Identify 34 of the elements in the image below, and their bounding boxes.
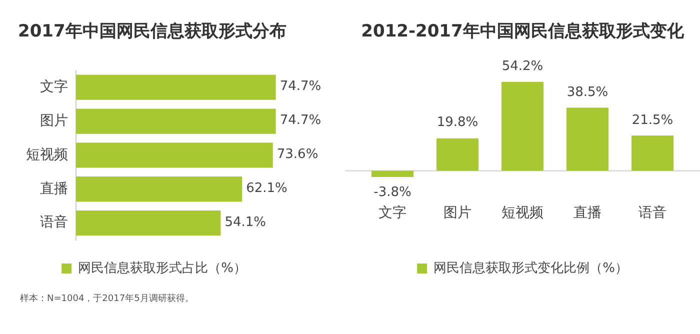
legend-label: 网民信息获取形式占比（%） (78, 260, 246, 276)
bar (76, 142, 273, 168)
x-tick-label: 短视频 (502, 205, 544, 222)
chart-title: 2017年中国网民信息获取形式分布 (18, 22, 286, 42)
x-tick-label: 文字 (378, 205, 406, 222)
x-tick-label: 图片 (444, 205, 472, 222)
bar (76, 74, 276, 100)
bar (632, 136, 674, 171)
bar (502, 82, 544, 171)
y-tick-label: 直播 (40, 180, 68, 197)
data-label: 38.5% (566, 84, 610, 100)
x-tick-label: 语音 (638, 205, 666, 222)
data-label: 54.2% (500, 58, 544, 74)
bar (566, 108, 608, 171)
data-label: 73.6% (276, 147, 318, 162)
x-tick-label: 直播 (574, 205, 602, 222)
y-tick-label: 文字 (40, 79, 68, 95)
data-label: 21.5% (630, 112, 674, 128)
text: 样本：N=1004，于2017年5月调研获得。 (20, 292, 194, 305)
data-label: 54.1% (224, 215, 266, 230)
data-label: 74.7% (280, 79, 322, 94)
data-label: 19.8% (436, 115, 480, 130)
y-tick-label: 图片 (40, 112, 68, 129)
bar (372, 170, 414, 178)
legend-label: 网民信息获取形式变化比例（%） (434, 260, 628, 276)
data-label: 74.7% (280, 113, 322, 128)
bar (76, 176, 242, 202)
bar (436, 138, 478, 171)
data-label: 62.1% (246, 181, 288, 196)
data-label: -3.8% (372, 185, 412, 200)
bar (76, 108, 276, 134)
bar (76, 210, 221, 236)
chart-title: 2012-2017年中国网民信息获取形式变化 (361, 22, 685, 42)
y-tick-label: 短视频 (26, 146, 68, 163)
